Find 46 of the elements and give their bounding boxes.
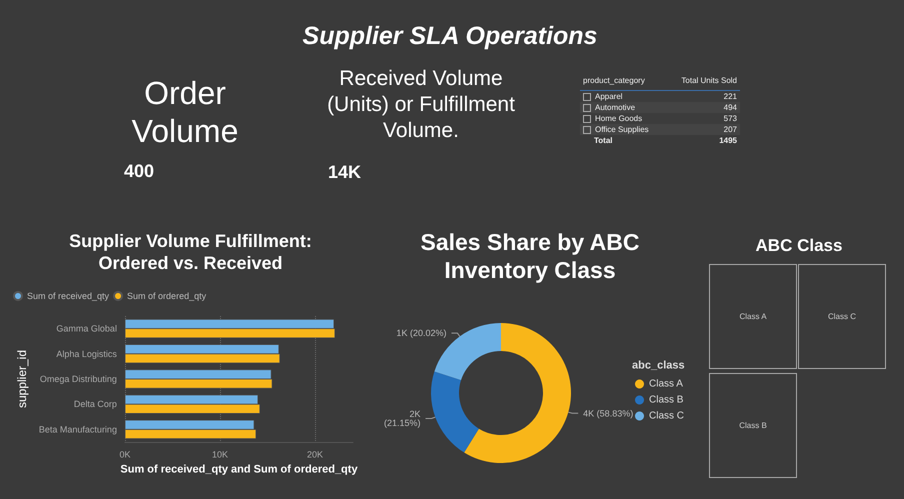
y-axis-title: supplier_id xyxy=(15,350,29,408)
y-tick-label: Beta Manufacturing xyxy=(38,424,117,434)
text: ABC Class xyxy=(754,236,844,256)
text: product_category xyxy=(582,74,646,87)
category-label: Class A xyxy=(709,264,797,369)
text: Supplier SLA Operations xyxy=(302,22,598,51)
data-label: 2K (21.15%) xyxy=(384,408,421,428)
category-label: Apparel xyxy=(594,91,624,102)
table-row-stripe: Automotive 494 xyxy=(580,102,740,113)
text: 1495 xyxy=(718,135,738,146)
data-label: 221 xyxy=(722,91,738,102)
legend-label: Class C xyxy=(649,410,684,422)
data-label: 573 xyxy=(722,113,738,124)
chart-title: Supplier Volume Fulfillment: Ordered vs. Received xyxy=(68,230,313,274)
data-label: 207 xyxy=(722,124,738,135)
chart-title: Sales Share by ABC Inventory Class xyxy=(419,228,641,284)
legend-label: Class B xyxy=(649,394,684,406)
x-axis-title: Sum of received_qty and Sum of ordered_qty xyxy=(120,464,358,476)
category-label: Home Goods xyxy=(594,113,644,124)
y-tick-label: Alpha Logistics xyxy=(56,348,118,359)
text: 400 xyxy=(124,161,154,182)
y-tick-label: Delta Corp xyxy=(74,399,117,410)
data-label: 494 xyxy=(722,102,738,113)
x-tick-label: 20K xyxy=(306,450,323,460)
legend-title: abc_class xyxy=(632,360,685,372)
table-row-stripe: Office Supplies 207 xyxy=(580,124,740,135)
data-label: 1K (20.02%) xyxy=(396,328,446,338)
category-label: Automotive xyxy=(594,102,636,113)
text: Received Volume (Units) or Fulfillment Volume. xyxy=(326,66,516,144)
x-tick-label: 10K xyxy=(212,450,228,460)
x-tick-label: 0K xyxy=(119,450,130,460)
table-row-stripe: Apparel 221 xyxy=(580,90,740,102)
text: Total xyxy=(593,135,614,146)
text: Order Volume xyxy=(130,74,240,150)
text: 14K xyxy=(328,162,362,183)
category-label: Class B xyxy=(709,373,797,478)
y-tick-label: Omega Distributing xyxy=(40,374,117,384)
table-row-stripe: Home Goods 573 xyxy=(580,113,740,124)
legend-label: Sum of received_qty xyxy=(27,291,110,301)
legend-label: Class A xyxy=(649,378,684,390)
category-label: Office Supplies xyxy=(594,124,650,135)
y-tick-label: Gamma Global xyxy=(56,324,117,334)
legend-label: Sum of ordered_qty xyxy=(127,291,207,301)
category-label: Class C xyxy=(798,264,886,369)
data-label: 4K (58.83%) xyxy=(583,408,634,418)
text: Total Units Sold xyxy=(680,74,738,86)
